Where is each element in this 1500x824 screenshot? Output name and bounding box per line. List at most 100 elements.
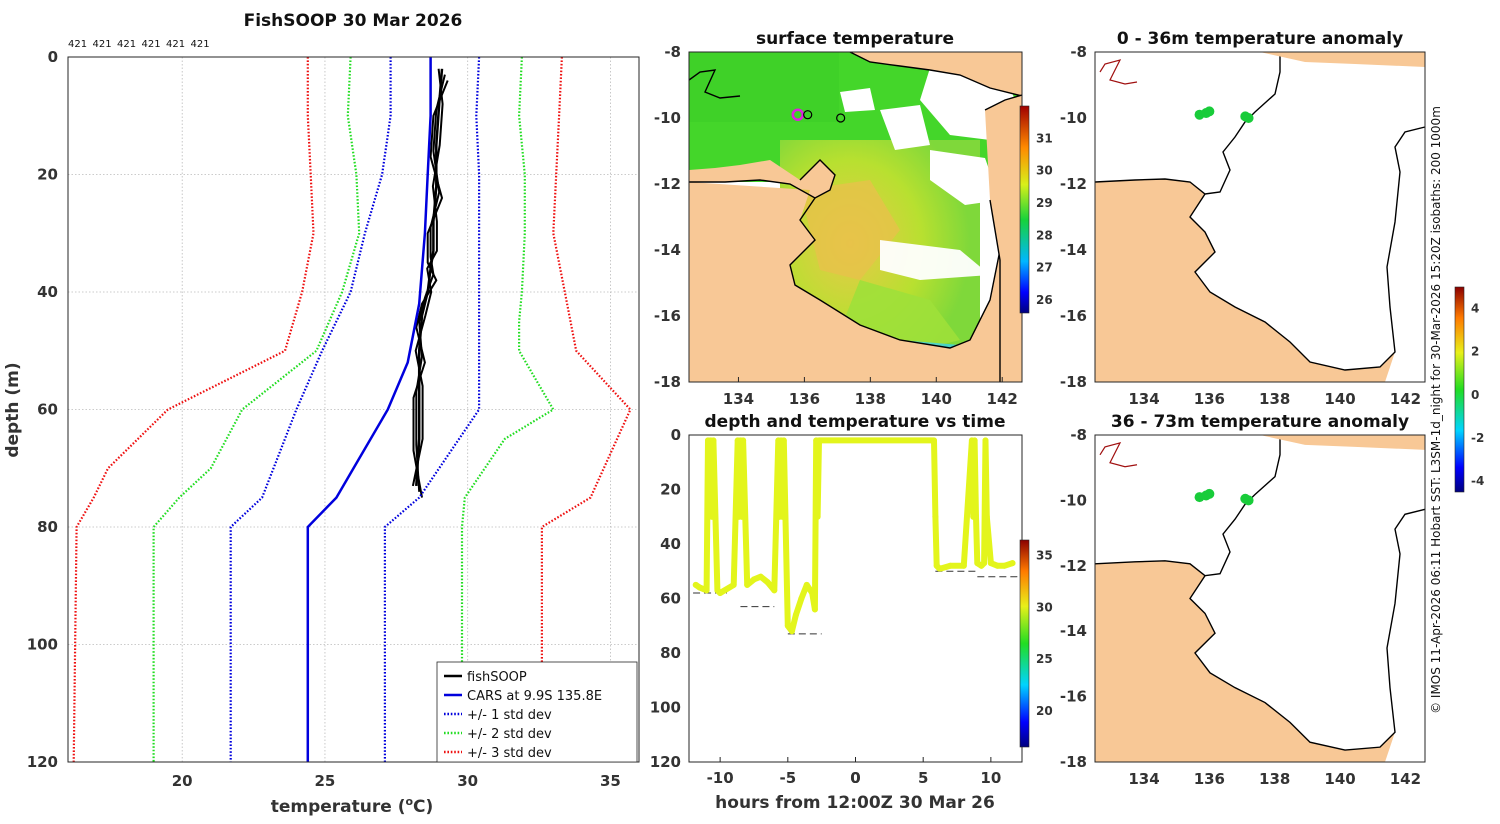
time-colorbar-tick: 20 [1036, 704, 1053, 718]
time-depth-point [750, 576, 757, 583]
map-y-tick: -12 [1060, 175, 1087, 193]
time-depth-point [710, 437, 717, 444]
time-depth-point [960, 562, 967, 569]
map-y-tick: -18 [1060, 373, 1087, 391]
map-y-tick: -12 [1060, 557, 1087, 575]
time-depth-point [717, 590, 724, 597]
anomaly-colorbar-tick: 2 [1471, 345, 1479, 359]
coastline [1094, 52, 1281, 195]
profile-y-tick: 80 [37, 518, 58, 536]
sst-colorbar-tick: 31 [1036, 131, 1053, 145]
time-depth-point [792, 611, 799, 618]
time-depth-point [1009, 560, 1016, 567]
sst-y-tick: -8 [664, 43, 681, 61]
anomaly-point [1243, 113, 1254, 123]
sst-x-tick: 134 [723, 390, 754, 408]
coastline [1189, 126, 1426, 371]
sst-title: surface temperature [756, 29, 954, 49]
profile-series-line [411, 68, 444, 487]
time-x-tick: 5 [918, 769, 928, 787]
map-x-tick: 140 [1324, 390, 1355, 408]
time-depth-point [709, 513, 716, 520]
profile-cast-count: 421 [191, 39, 210, 50]
map-x-tick: 140 [1324, 770, 1355, 788]
time-y-tick: 100 [650, 699, 681, 717]
time-depth-point [757, 573, 764, 580]
time-y-tick: 120 [650, 753, 681, 771]
profile-x-tick: 25 [315, 772, 336, 790]
legend-label: +/- 3 std dev [467, 746, 552, 761]
profile-cast-count-labels: 421 421 421 421 421 421 [68, 39, 210, 50]
sst-colorbar-tick: 30 [1036, 164, 1053, 178]
sst-marker [836, 113, 846, 123]
time-x-label: hours from 12:00Z 30 Mar 26 [715, 793, 995, 813]
profile-x-ticks: 20 25 30 35 [172, 772, 621, 790]
time-depth-point [994, 562, 1001, 569]
time-depth-point [779, 513, 786, 520]
sst-colorbar-tick: 29 [1036, 196, 1053, 210]
profile-cast-count: 421 [93, 39, 112, 50]
sst-colorbar-tick: 27 [1036, 261, 1053, 275]
gulf-water [1190, 435, 1425, 751]
sst-marker [803, 110, 813, 120]
time-depth-point [809, 590, 816, 597]
anomaly-colorbar-tick: -2 [1471, 431, 1484, 445]
legend-label: CARS at 9.9S 135.8E [467, 689, 602, 704]
sst-x-tick: 136 [789, 390, 820, 408]
time-panel: depth and temperature vs time -10 -5 0 5 100… [650, 412, 1053, 813]
profile-panel: FishSOOP 30 Mar 2026 421 421 421 421 421 421 … [3, 11, 640, 817]
time-depth-point [972, 513, 979, 520]
anomaly-upper-x-ticks: 134 136 138 140 142 [1128, 390, 1421, 408]
map-y-tick: -14 [1060, 241, 1087, 259]
sst-y-tick: -12 [654, 175, 681, 193]
map-x-tick: 136 [1194, 390, 1225, 408]
sst-map-panel: surface temperature [654, 29, 1053, 408]
coastline [1094, 435, 1281, 577]
time-depth-point [987, 560, 994, 567]
map-y-tick: -8 [1070, 426, 1087, 444]
time-depth-point [937, 565, 944, 572]
profile-cast-count: 421 [166, 39, 185, 50]
profile-x-label: temperature (oC) [271, 795, 434, 817]
time-x-tick: -10 [707, 769, 734, 787]
time-colorbar-tick: 35 [1036, 549, 1053, 563]
profile-y-tick: 120 [27, 753, 58, 771]
anomaly-lower-panel: 36 - 73m temperature anomaly 134 136 138 14… [1060, 412, 1426, 788]
ocean-water [1095, 52, 1280, 194]
anomaly-lower-points [1194, 488, 1254, 506]
time-y-tick: 60 [660, 590, 681, 608]
time-depth-points [692, 437, 1016, 635]
map-x-tick: 134 [1128, 770, 1159, 788]
coastline [1189, 508, 1426, 751]
isobath [1099, 442, 1138, 468]
map-x-tick: 142 [1390, 390, 1421, 408]
map-x-tick: 134 [1128, 390, 1159, 408]
time-title: depth and temperature vs time [705, 412, 1006, 432]
time-depth-point [971, 437, 978, 444]
time-depth-point [814, 513, 821, 520]
time-depth-point [811, 606, 818, 613]
time-colorbar-tick: 25 [1036, 652, 1053, 666]
profile-y-tick: 40 [37, 283, 58, 301]
time-depth-point [730, 581, 737, 588]
time-depth-point [798, 595, 805, 602]
time-depth-point [982, 437, 989, 444]
legend-label: +/- 1 std dev [467, 708, 552, 723]
sst-y-tick: -10 [654, 109, 681, 127]
time-depth-point [740, 437, 747, 444]
legend-label: +/- 2 std dev [467, 727, 552, 742]
profile-legend: fishSOOP CARS at 9.9S 135.8E +/- 1 std dev… [436, 661, 638, 763]
time-depth-point [815, 437, 822, 444]
profile-y-tick: 100 [27, 636, 58, 654]
map-x-tick: 136 [1194, 770, 1225, 788]
time-depth-point [744, 581, 751, 588]
map-y-tick: -10 [1060, 491, 1087, 509]
sst-x-tick: 140 [921, 390, 952, 408]
profile-y-tick: 20 [37, 166, 58, 184]
profile-cast-count: 421 [68, 39, 87, 50]
isobath [1099, 59, 1138, 85]
profile-x-tick: 20 [172, 772, 193, 790]
sst-colorbar: 26 27 28 29 30 31 [1019, 105, 1053, 314]
profile-x-tick: 35 [600, 772, 621, 790]
anomaly-point [1204, 106, 1215, 117]
